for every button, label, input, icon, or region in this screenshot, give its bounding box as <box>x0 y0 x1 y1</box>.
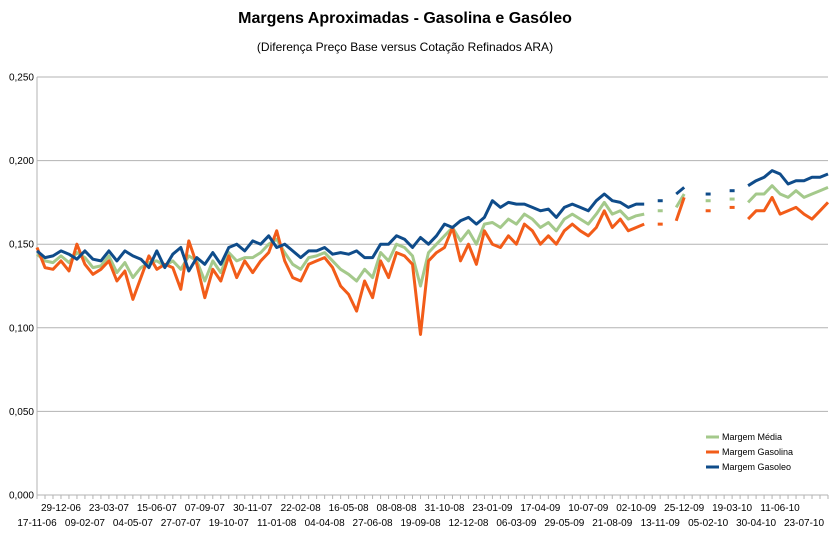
gridlines <box>37 76 828 496</box>
x-tick-label: 31-10-08 <box>424 503 464 514</box>
x-tick-label: 21-08-09 <box>592 518 632 529</box>
legend-label: Margem Gasoleo <box>722 462 791 472</box>
x-tick-label: 11-01-08 <box>257 518 297 529</box>
y-tick-label: 0,000 <box>9 491 34 502</box>
x-tick-label: 13-11-09 <box>641 518 681 529</box>
chart-title: Margens Aproximadas - Gasolina e Gasóleo <box>238 10 572 27</box>
series-line <box>674 196 686 222</box>
series-line <box>36 200 645 288</box>
x-tick-label: 12-12-08 <box>448 518 488 529</box>
x-tick-label: 27-06-08 <box>353 518 393 529</box>
x-tick-label: 23-07-10 <box>784 518 824 529</box>
series-2 <box>35 195 830 336</box>
x-tick-label: 16-05-08 <box>329 503 369 514</box>
x-tick-label: 30-04-10 <box>736 518 776 529</box>
x-tick-label: 23-03-07 <box>89 503 129 514</box>
x-tick-label: 15-06-07 <box>137 503 177 514</box>
axes: 0,000 0,050 0,100 0,150 0,200 0,250 29-12-06 23… <box>9 73 829 529</box>
y-tick-label: 0,200 <box>9 156 34 167</box>
y-tick-label: 0,150 <box>9 240 34 251</box>
series-line <box>674 193 686 209</box>
legend-label: Margem Gasolina <box>722 447 793 457</box>
x-tick-label: 04-05-07 <box>113 518 153 529</box>
x-tick-label: 22-02-08 <box>281 503 321 514</box>
x-tick-label: 19-09-08 <box>400 518 440 529</box>
series-line <box>747 169 829 187</box>
x-tick-label: 02-10-09 <box>616 503 656 514</box>
x-tick-label: 25-12-09 <box>664 503 704 514</box>
y-tick-label: 0,100 <box>9 323 34 334</box>
series-lines <box>35 169 830 336</box>
x-tick-label: 30-11-07 <box>233 503 273 514</box>
legend: Margem Média Margem Gasolina Margem Gasole… <box>706 432 793 472</box>
y-tick-label: 0,050 <box>9 407 34 418</box>
x-tick-label: 04-04-08 <box>305 518 345 529</box>
x-tick-label: 23-01-09 <box>472 503 512 514</box>
x-tick-label: 17-11-06 <box>17 518 57 529</box>
series-3 <box>36 169 829 273</box>
x-tick-label: 08-08-08 <box>377 503 417 514</box>
x-tick-label: 17-04-09 <box>520 503 560 514</box>
x-tick-label: 10-07-09 <box>568 503 608 514</box>
series-line <box>747 195 830 221</box>
series-line <box>747 184 829 204</box>
x-tick-label: 07-09-07 <box>185 503 225 514</box>
x-tick-label: 29-05-09 <box>544 518 584 529</box>
x-tick-label: 06-03-09 <box>496 518 536 529</box>
series-1 <box>36 184 829 288</box>
series-line <box>35 209 645 336</box>
x-tick-label: 19-10-07 <box>209 518 249 529</box>
x-tick-label: 19-03-10 <box>712 503 752 514</box>
x-tick-label: 11-06-10 <box>760 503 800 514</box>
x-tick-label: 27-07-07 <box>161 518 201 529</box>
chart-subtitle: (Diferença Preço Base versus Cotação Ref… <box>256 40 554 54</box>
x-tick-label: 05-02-10 <box>688 518 728 529</box>
legend-label: Margem Média <box>722 432 782 442</box>
x-tick-label: 09-02-07 <box>65 518 105 529</box>
series-line <box>36 192 645 273</box>
y-tick-label: 0,250 <box>9 73 34 84</box>
series-line <box>675 186 686 196</box>
x-tick-label: 29-12-06 <box>41 503 81 514</box>
